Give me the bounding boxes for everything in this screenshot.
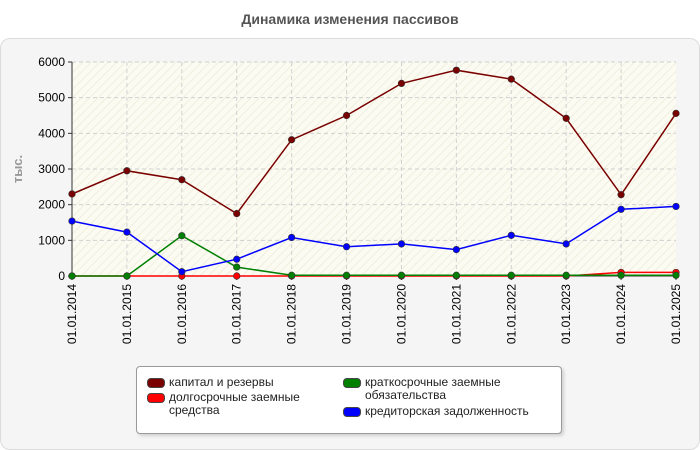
legend-label: краткосрочные заемные обязательства	[365, 375, 501, 402]
data-point-payables	[342, 243, 351, 251]
data-point-payables	[452, 246, 460, 254]
series-line-capital	[71, 69, 677, 215]
legend-item-shortterm-loans: краткосрочные заемные обязательства	[343, 376, 501, 402]
data-point-capital	[672, 109, 680, 117]
data-point-shortterm-loans	[617, 271, 625, 279]
legend-swatch	[343, 407, 361, 417]
legend-swatch	[343, 378, 361, 388]
y-tick-label: 3000	[38, 162, 65, 176]
data-point-capital	[562, 114, 570, 122]
x-tick-label: 01.01.2018	[285, 284, 299, 344]
data-point-capital	[178, 176, 186, 184]
series-line-shortterm-loans	[72, 234, 676, 277]
data-point-payables	[672, 202, 680, 211]
y-tick-label: 1000	[38, 233, 65, 247]
x-tick-label: 01.01.2015	[120, 284, 134, 344]
x-tick-label: 01.01.2020	[394, 284, 408, 344]
data-point-capital	[397, 79, 406, 87]
x-tick-label: 01.01.2014	[65, 284, 79, 344]
y-tick-label: 2000	[38, 198, 65, 212]
data-point-payables	[288, 233, 296, 242]
x-tick-label: 01.01.2024	[614, 284, 628, 344]
x-tick-labels: 01.01.2014 01.01.2015 01.01.2016 01.01.2017…	[65, 284, 683, 344]
x-tick-label: 01.01.2016	[175, 284, 189, 344]
data-point-capital	[123, 167, 131, 175]
series-line-payables	[71, 205, 677, 273]
legend-swatch	[147, 378, 165, 388]
data-point-payables	[507, 231, 515, 239]
data-point-capital	[452, 66, 460, 74]
data-point-shortterm-loans	[507, 271, 515, 279]
x-tick-label: 01.01.2019	[340, 284, 354, 344]
data-point-payables	[562, 240, 570, 248]
legend-item-payables: кредиторская задолженность	[343, 405, 529, 418]
y-tick-label: 5000	[38, 91, 65, 105]
legend-item-longterm-loans: долгосрочные заемные средства	[147, 391, 300, 417]
data-point-payables	[178, 268, 186, 276]
data-point-payables	[397, 240, 406, 248]
x-tick-label: 01.01.2022	[504, 284, 518, 344]
data-point-payables	[68, 217, 76, 225]
chart-title: Динамика изменения пассивов	[241, 11, 459, 27]
x-tick-label: 01.01.2021	[449, 284, 463, 344]
data-point-shortterm-loans	[123, 272, 131, 280]
y-tick-label: 6000	[38, 55, 65, 69]
series-points	[68, 66, 680, 280]
data-point-capital	[68, 190, 76, 198]
legend-label: капитал и резервы	[169, 375, 274, 389]
legend-label: долгосрочные заемные средства	[169, 390, 300, 417]
data-point-payables	[123, 228, 131, 236]
data-point-payables	[617, 205, 625, 213]
data-point-capital	[617, 191, 625, 199]
y-tick-label: 0	[58, 269, 65, 283]
data-point-shortterm-loans	[233, 263, 241, 271]
legend-item-capital: капитал и резервы	[147, 376, 274, 389]
data-point-payables	[233, 255, 241, 263]
data-point-shortterm-loans	[342, 271, 351, 279]
legend: капитал и резервы долгосрочные заемные с…	[136, 366, 562, 434]
data-point-longterm-loans	[233, 272, 241, 280]
series-lines	[71, 69, 677, 277]
data-point-shortterm-loans	[288, 271, 296, 279]
y-tick-label: 4000	[38, 126, 65, 140]
data-point-shortterm-loans	[178, 232, 186, 240]
data-point-shortterm-loans	[68, 272, 76, 280]
data-point-shortterm-loans	[452, 271, 460, 279]
y-tick-labels: 0 1000 2000 3000 4000 5000 6000	[38, 55, 65, 283]
legend-label: кредиторская задолженность	[365, 404, 529, 418]
data-point-shortterm-loans	[672, 271, 680, 279]
data-point-capital	[507, 75, 515, 83]
data-point-capital	[342, 111, 351, 120]
data-point-shortterm-loans	[562, 271, 570, 279]
data-point-shortterm-loans	[397, 271, 406, 279]
x-tick-label: 01.01.2025	[669, 284, 683, 344]
x-tick-label: 01.01.2017	[230, 284, 244, 344]
x-tick-label: 01.01.2023	[559, 284, 573, 344]
data-point-capital	[288, 136, 296, 144]
data-point-capital	[233, 209, 241, 218]
y-axis-label: тыс.	[10, 155, 25, 183]
legend-swatch	[147, 393, 165, 403]
